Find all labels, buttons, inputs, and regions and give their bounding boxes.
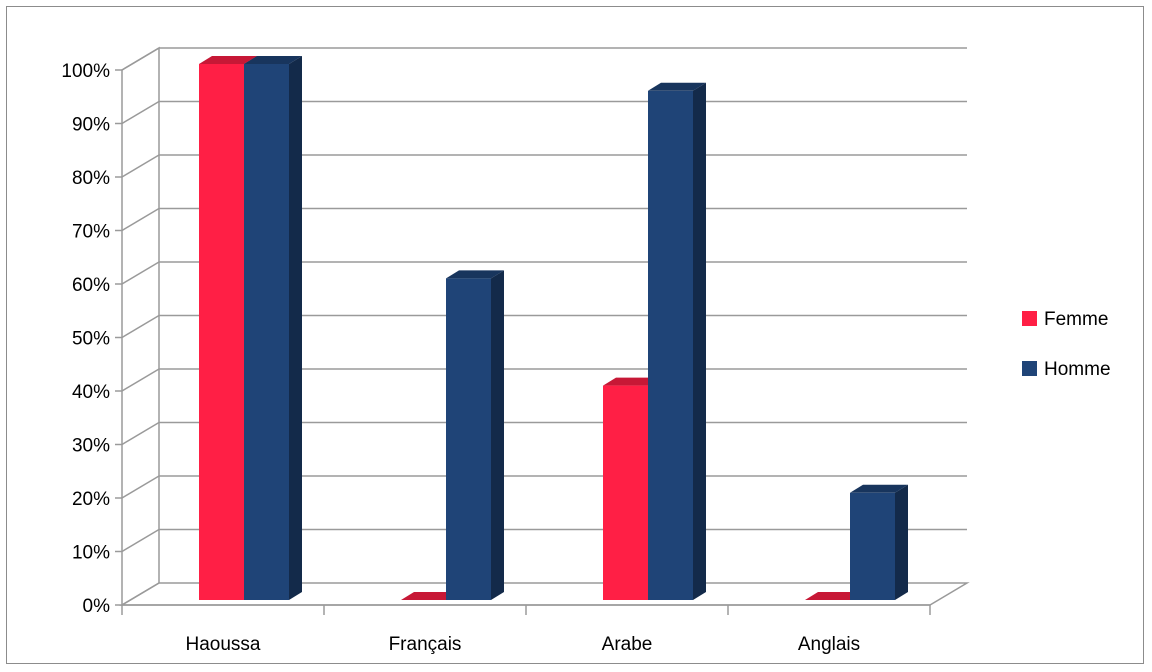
y-tick-label: 70% — [72, 222, 110, 243]
side-wall-edge — [121, 46, 160, 583]
x-tick-label: Français — [389, 634, 462, 655]
gridline-side — [121, 582, 160, 606]
gridline-side — [121, 421, 160, 446]
y-tick-label: 0% — [83, 596, 111, 617]
y-tick-label: 80% — [72, 168, 110, 189]
y-tick-label: 50% — [72, 329, 110, 350]
bar — [805, 592, 863, 600]
x-axis-ticks: Haoussa Français Arabe Anglais — [121, 605, 931, 655]
bar-top — [850, 484, 908, 493]
y-tick-label: 60% — [72, 275, 110, 296]
bar-top — [805, 592, 863, 600]
y-tick-label: 90% — [72, 115, 110, 136]
bar-front — [244, 64, 289, 600]
legend-label: Femme — [1044, 309, 1108, 330]
bar-front — [199, 64, 244, 600]
y-axis-ticks: 0% 10% 20% 30% 40% 50% 60% 70% 80% 90% 100% — [61, 61, 122, 617]
gridline-side — [121, 528, 160, 553]
legend-label: Homme — [1044, 359, 1111, 380]
bar — [401, 592, 459, 600]
bar — [244, 56, 302, 600]
legend-swatch — [1022, 361, 1037, 376]
bar-top — [648, 82, 706, 91]
chart-frame — [6, 6, 1144, 664]
y-tick-label: 20% — [72, 489, 110, 510]
bar-top — [603, 377, 661, 386]
bar-top — [199, 56, 257, 64]
bar — [446, 270, 504, 600]
y-tick-label: 30% — [72, 436, 110, 457]
bar-front — [850, 492, 895, 600]
bar-top — [244, 56, 302, 64]
bar-side — [289, 56, 302, 600]
bar-front — [648, 90, 693, 601]
y-tick-label: 100% — [61, 61, 110, 82]
x-tick-label: Anglais — [798, 634, 860, 655]
gridline-side — [121, 314, 160, 339]
bar-top — [446, 270, 504, 279]
legend-swatch — [1022, 311, 1037, 326]
bar-top — [401, 592, 459, 600]
bar-side — [895, 484, 908, 600]
bar — [648, 82, 706, 601]
legend: Femme Homme — [1022, 309, 1111, 380]
bar-front — [603, 385, 648, 600]
x-tick-label: Haoussa — [186, 634, 261, 655]
gridline-side — [121, 475, 160, 499]
gridline-side — [121, 261, 160, 285]
bar-side — [491, 270, 504, 600]
bar — [850, 484, 908, 600]
gridline-side — [121, 47, 160, 71]
gridline-side — [121, 154, 160, 178]
gridline-side — [121, 207, 160, 232]
x-tick-label: Arabe — [602, 634, 653, 655]
bars — [199, 56, 908, 601]
bar-front — [446, 278, 491, 600]
gridline-side — [121, 100, 160, 125]
y-tick-label: 40% — [72, 382, 110, 403]
bar-side — [693, 82, 706, 601]
y-tick-label: 10% — [72, 543, 110, 564]
gridline-side — [121, 368, 160, 392]
